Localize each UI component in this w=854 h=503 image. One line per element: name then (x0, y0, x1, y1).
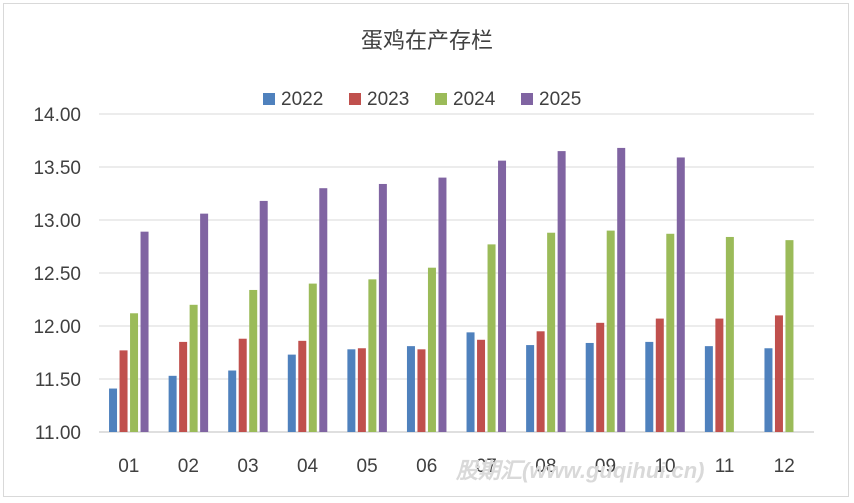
legend-swatch-2024 (435, 93, 447, 105)
chart-legend: 2022 2023 2024 2025 (263, 89, 581, 110)
bar-2023-11 (715, 318, 724, 432)
y-tick-label: 13.00 (33, 211, 81, 232)
bar-2023-05 (357, 348, 366, 432)
bar-2025-02 (200, 213, 209, 432)
y-tick-label: 14.00 (33, 105, 81, 126)
legend-label-2025: 2025 (539, 89, 581, 110)
x-tick-label: 05 (357, 456, 378, 477)
legend-swatch-2023 (349, 93, 361, 105)
bar-2023-12 (774, 315, 783, 432)
bar-2022-06 (406, 346, 415, 432)
y-tick-label: 12.50 (33, 264, 81, 285)
legend-label-2023: 2023 (367, 89, 409, 110)
x-axis: 01 02 03 04 05 06 07 08 09 10 11 12 (118, 456, 795, 477)
y-tick-label: 13.50 (33, 158, 81, 179)
legend-label-2024: 2024 (453, 89, 496, 110)
bar-2025-03 (259, 200, 268, 432)
x-tick-label: 03 (237, 456, 258, 477)
bar-chart: 蛋鸡在产存栏 2022 2023 2024 2025 11.0011.5012.001… (33, 29, 814, 483)
gridlines (99, 113, 814, 433)
bar-2025-01 (140, 231, 149, 432)
bar-2023-01 (119, 350, 128, 432)
legend-label-2022: 2022 (281, 89, 323, 110)
chart-title: 蛋鸡在产存栏 (361, 29, 493, 54)
bar-2024-10 (666, 233, 675, 432)
bar-2022-05 (347, 349, 356, 432)
bar-2022-03 (228, 370, 237, 432)
y-axis: 11.00 11.50 12.00 12.50 13.00 13.50 14.00 (33, 105, 81, 444)
bars (109, 147, 794, 433)
watermark: 股期汇(www.guqihui.cn) (455, 458, 705, 483)
y-tick-label: 11.00 (35, 423, 81, 444)
y-tick-label: 12.00 (33, 317, 81, 338)
bar-2025-10 (676, 157, 685, 432)
bar-2025-04 (319, 188, 328, 432)
bar-2024-06 (427, 267, 436, 432)
bar-2024-12 (785, 240, 794, 432)
x-tick-label: 12 (774, 456, 795, 477)
x-tick-label: 08 (535, 456, 556, 477)
bar-2025-06 (438, 177, 447, 432)
bar-2023-06 (417, 349, 426, 432)
bar-2024-05 (368, 279, 377, 432)
y-tick-label: 11.50 (35, 370, 81, 391)
bar-2024-04 (308, 283, 317, 432)
bar-2025-09 (617, 147, 626, 433)
bar-2023-08 (536, 331, 545, 432)
bar-2024-07 (487, 244, 496, 432)
x-tick-label: 06 (416, 456, 437, 477)
x-tick-label: 09 (595, 456, 616, 477)
bar-2023-07 (477, 339, 486, 432)
chart-frame: 蛋鸡在产存栏 2022 2023 2024 2025 11.00 11.50 12.00 1… (3, 3, 849, 497)
bar-2022-12 (764, 348, 773, 432)
bar-2022-02 (168, 375, 177, 432)
bar-2022-01 (109, 388, 118, 432)
x-tick-label: 02 (178, 456, 199, 477)
bar-2024-01 (130, 313, 139, 432)
bar-2022-09 (585, 342, 594, 432)
bar-2024-11 (725, 236, 734, 432)
x-tick-label: 10 (654, 456, 675, 477)
bar-2023-10 (655, 318, 664, 432)
bar-2022-07 (466, 332, 475, 432)
bar-2024-03 (249, 289, 258, 432)
bar-2023-04 (298, 340, 307, 432)
bar-2022-10 (645, 341, 654, 432)
legend-swatch-2025 (521, 93, 533, 105)
x-tick-label: 07 (476, 456, 497, 477)
bar-2025-08 (557, 151, 566, 432)
bar-2024-08 (547, 232, 556, 432)
bar-2025-05 (378, 183, 387, 432)
bar-2024-09 (606, 230, 615, 432)
x-tick-label: 01 (118, 456, 139, 477)
bar-2024-02 (189, 304, 198, 432)
bar-2023-02 (179, 341, 188, 432)
bar-2022-08 (526, 345, 535, 432)
x-tick-label: 11 (715, 456, 735, 477)
bar-2022-04 (287, 354, 296, 432)
bar-2025-07 (498, 160, 507, 432)
x-tick-label: 04 (297, 456, 319, 477)
bar-2023-09 (596, 322, 605, 432)
bar-2022-11 (704, 346, 713, 432)
bar-2023-03 (238, 338, 247, 432)
legend-swatch-2022 (263, 93, 275, 105)
